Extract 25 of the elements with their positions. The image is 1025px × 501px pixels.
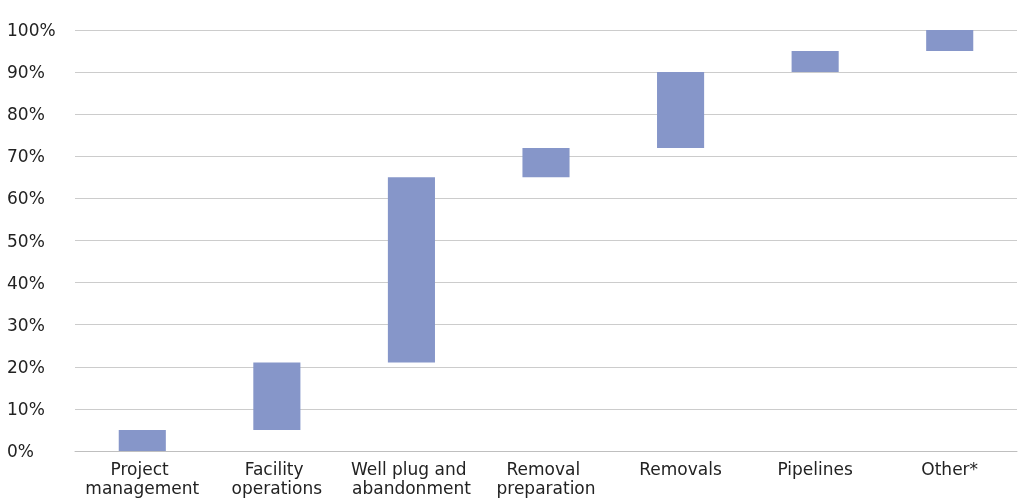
bar <box>522 147 570 178</box>
y-tick-label: 70% <box>7 146 45 167</box>
bar <box>253 362 301 430</box>
y-tick-label: 0% <box>7 441 34 461</box>
x-tick-label: Removals <box>639 458 722 479</box>
x-tick-label: Other* <box>921 458 979 479</box>
x-tick-label: Well plug and abandonment <box>350 458 472 498</box>
bar <box>791 51 839 73</box>
y-tick-label: 60% <box>7 188 45 209</box>
y-tick-label: 100% <box>7 20 56 40</box>
bar <box>118 429 166 451</box>
x-tick-label: Project management <box>85 458 200 498</box>
y-tick-label: 50% <box>7 230 45 251</box>
y-tick-label: 80% <box>7 104 45 125</box>
x-tick-label: Removal preparation <box>496 458 596 498</box>
bar <box>657 72 705 148</box>
y-tick-label: 30% <box>7 314 45 335</box>
y-tick-label: 20% <box>7 356 45 377</box>
bar <box>387 177 435 363</box>
x-tick-label: Facility operations <box>231 458 323 498</box>
y-tick-label: 10% <box>7 398 45 419</box>
bar <box>926 30 974 52</box>
y-tick-label: 90% <box>7 62 45 83</box>
y-tick-label: 40% <box>7 272 45 293</box>
x-tick-label: Pipelines <box>777 458 853 479</box>
